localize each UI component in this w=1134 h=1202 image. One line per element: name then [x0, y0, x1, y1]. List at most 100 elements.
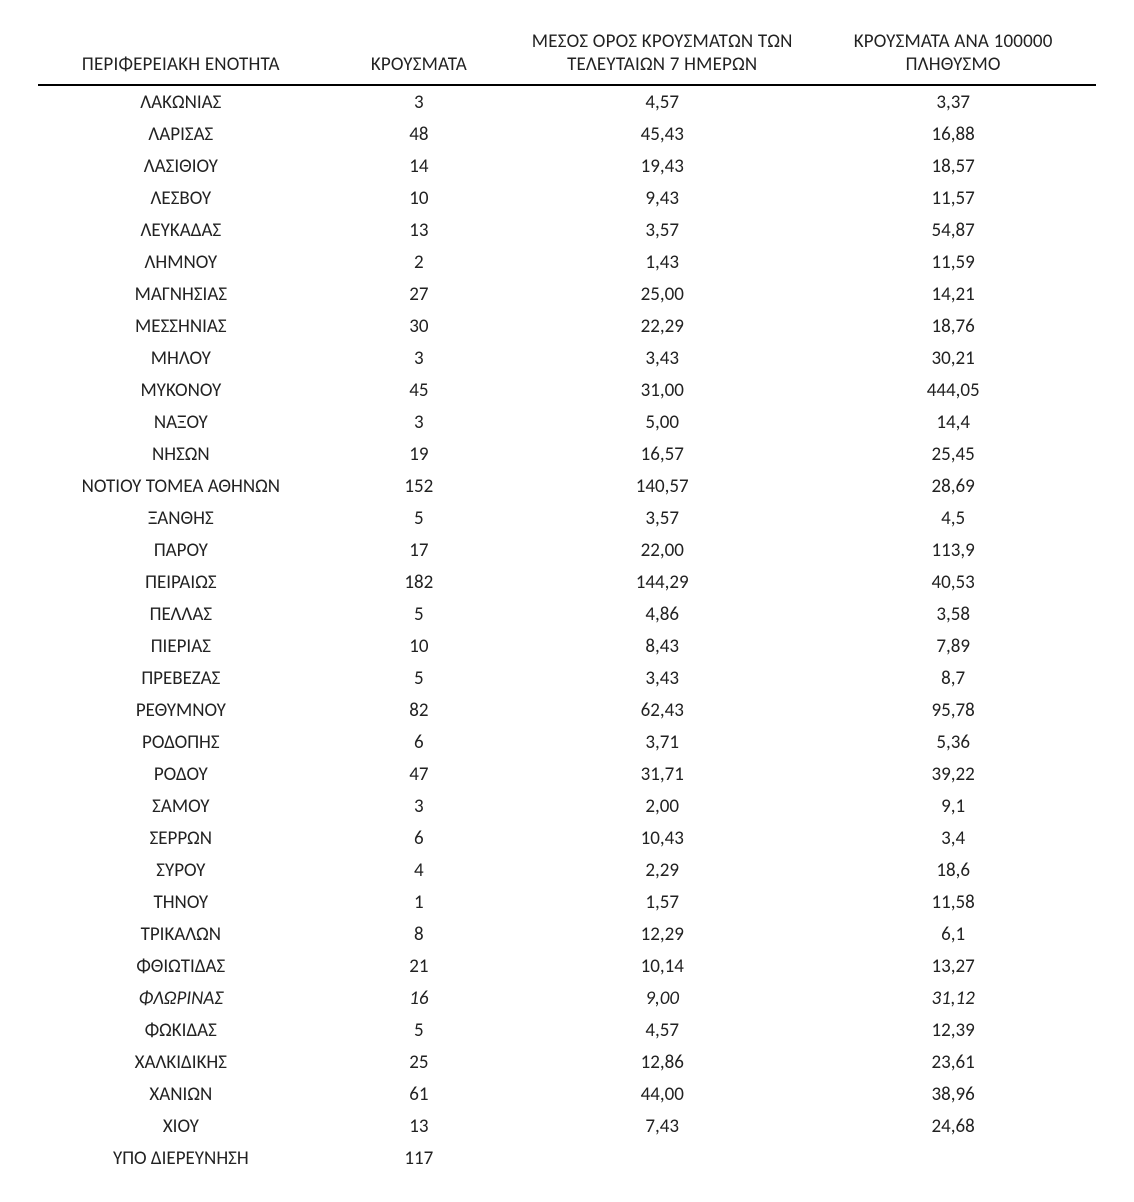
- table-row: ΦΘΙΩΤΙΔΑΣ2110,1413,27: [38, 950, 1096, 982]
- table-row: ΝΑΞΟΥ35,0014,4: [38, 406, 1096, 438]
- cell-region: ΞΑΝΘΗΣ: [38, 502, 324, 534]
- cell-avg7: 31,71: [514, 758, 810, 790]
- cell-per100k: 38,96: [810, 1078, 1096, 1110]
- cases-table: ΠΕΡΙΦΕΡΕΙΑΚΗ ΕΝΟΤΗΤΑ ΚΡΟΥΣΜΑΤΑ ΜΕΣΟΣ ΟΡΟ…: [38, 28, 1096, 1174]
- cell-cases: 3: [324, 85, 514, 118]
- cell-cases: 25: [324, 1046, 514, 1078]
- cell-region: ΣΕΡΡΩΝ: [38, 822, 324, 854]
- cell-region: ΝΑΞΟΥ: [38, 406, 324, 438]
- table-body: ΛΑΚΩΝΙΑΣ34,573,37ΛΑΡΙΣΑΣ4845,4316,88ΛΑΣΙ…: [38, 85, 1096, 1174]
- cell-cases: 5: [324, 662, 514, 694]
- table-header: ΠΕΡΙΦΕΡΕΙΑΚΗ ΕΝΟΤΗΤΑ ΚΡΟΥΣΜΑΤΑ ΜΕΣΟΣ ΟΡΟ…: [38, 28, 1096, 85]
- cell-cases: 117: [324, 1142, 514, 1174]
- table-row: ΡΟΔΟΠΗΣ63,715,36: [38, 726, 1096, 758]
- cell-region: ΤΗΝΟΥ: [38, 886, 324, 918]
- cell-cases: 182: [324, 566, 514, 598]
- cell-per100k: 4,5: [810, 502, 1096, 534]
- cell-cases: 3: [324, 790, 514, 822]
- cell-per100k: 95,78: [810, 694, 1096, 726]
- cell-cases: 5: [324, 1014, 514, 1046]
- table-row: ΥΠΟ ΔΙΕΡΕΥΝΗΣΗ117: [38, 1142, 1096, 1174]
- cell-region: ΧΑΝΙΩΝ: [38, 1078, 324, 1110]
- cell-region: ΛΑΚΩΝΙΑΣ: [38, 85, 324, 118]
- cell-cases: 3: [324, 342, 514, 374]
- table-row: ΠΑΡΟΥ1722,00113,9: [38, 534, 1096, 566]
- cell-cases: 30: [324, 310, 514, 342]
- cell-per100k: 5,36: [810, 726, 1096, 758]
- col-header-region: ΠΕΡΙΦΕΡΕΙΑΚΗ ΕΝΟΤΗΤΑ: [38, 28, 324, 85]
- table-row: ΧΙΟΥ137,4324,68: [38, 1110, 1096, 1142]
- cell-cases: 45: [324, 374, 514, 406]
- cell-per100k: 9,1: [810, 790, 1096, 822]
- cell-region: ΛΕΥΚΑΔΑΣ: [38, 214, 324, 246]
- cell-region: ΦΘΙΩΤΙΔΑΣ: [38, 950, 324, 982]
- cell-per100k: 18,57: [810, 150, 1096, 182]
- cell-region: ΜΗΛΟΥ: [38, 342, 324, 374]
- cell-cases: 4: [324, 854, 514, 886]
- col-header-cases: ΚΡΟΥΣΜΑΤΑ: [324, 28, 514, 85]
- cell-avg7: 12,86: [514, 1046, 810, 1078]
- cell-region: ΜΕΣΣΗΝΙΑΣ: [38, 310, 324, 342]
- cell-avg7: 22,29: [514, 310, 810, 342]
- cell-region: ΣΑΜΟΥ: [38, 790, 324, 822]
- cell-region: ΛΕΣΒΟΥ: [38, 182, 324, 214]
- table-row: ΠΙΕΡΙΑΣ108,437,89: [38, 630, 1096, 662]
- table-row: ΠΕΛΛΑΣ54,863,58: [38, 598, 1096, 630]
- cell-per100k: 3,37: [810, 85, 1096, 118]
- cell-per100k: 14,4: [810, 406, 1096, 438]
- cell-region: ΜΑΓΝΗΣΙΑΣ: [38, 278, 324, 310]
- cell-avg7: 3,43: [514, 342, 810, 374]
- cell-region: ΠΑΡΟΥ: [38, 534, 324, 566]
- table-row: ΧΑΝΙΩΝ6144,0038,96: [38, 1078, 1096, 1110]
- cell-avg7: 12,29: [514, 918, 810, 950]
- cell-avg7: 9,43: [514, 182, 810, 214]
- cell-region: ΡΕΘΥΜΝΟΥ: [38, 694, 324, 726]
- cell-region: ΠΕΙΡΑΙΩΣ: [38, 566, 324, 598]
- table-row: ΤΡΙΚΑΛΩΝ812,296,1: [38, 918, 1096, 950]
- cell-per100k: 18,76: [810, 310, 1096, 342]
- cell-region: ΣΥΡΟΥ: [38, 854, 324, 886]
- table-row: ΤΗΝΟΥ11,5711,58: [38, 886, 1096, 918]
- cell-per100k: 31,12: [810, 982, 1096, 1014]
- cell-per100k: 28,69: [810, 470, 1096, 502]
- cell-region: ΠΙΕΡΙΑΣ: [38, 630, 324, 662]
- cell-region: ΧΙΟΥ: [38, 1110, 324, 1142]
- cell-avg7: 4,86: [514, 598, 810, 630]
- table-row: ΡΕΘΥΜΝΟΥ8262,4395,78: [38, 694, 1096, 726]
- cell-per100k: 6,1: [810, 918, 1096, 950]
- cell-avg7: 31,00: [514, 374, 810, 406]
- cell-region: ΡΟΔΟΠΗΣ: [38, 726, 324, 758]
- table-row: ΝΟΤΙΟΥ ΤΟΜΕΑ ΑΘΗΝΩΝ152140,5728,69: [38, 470, 1096, 502]
- cell-region: ΛΑΣΙΘΙΟΥ: [38, 150, 324, 182]
- cell-avg7: 45,43: [514, 118, 810, 150]
- cell-per100k: 16,88: [810, 118, 1096, 150]
- table-row: ΣΕΡΡΩΝ610,433,4: [38, 822, 1096, 854]
- cell-region: ΛΑΡΙΣΑΣ: [38, 118, 324, 150]
- cell-avg7: 44,00: [514, 1078, 810, 1110]
- table-row: ΛΑΚΩΝΙΑΣ34,573,37: [38, 85, 1096, 118]
- table-row: ΠΡΕΒΕΖΑΣ53,438,7: [38, 662, 1096, 694]
- cell-cases: 82: [324, 694, 514, 726]
- cell-avg7: 62,43: [514, 694, 810, 726]
- cell-per100k: 8,7: [810, 662, 1096, 694]
- table-row: ΞΑΝΘΗΣ53,574,5: [38, 502, 1096, 534]
- table-row: ΛΕΣΒΟΥ109,4311,57: [38, 182, 1096, 214]
- table-row: ΜΑΓΝΗΣΙΑΣ2725,0014,21: [38, 278, 1096, 310]
- table-row: ΠΕΙΡΑΙΩΣ182144,2940,53: [38, 566, 1096, 598]
- cell-avg7: 3,57: [514, 214, 810, 246]
- cell-avg7: [514, 1142, 810, 1174]
- table-row: ΝΗΣΩΝ1916,5725,45: [38, 438, 1096, 470]
- table-row: ΛΗΜΝΟΥ21,4311,59: [38, 246, 1096, 278]
- col-header-avg7: ΜΕΣΟΣ ΟΡΟΣ ΚΡΟΥΣΜΑΤΩΝ ΤΩΝ ΤΕΛΕΥΤΑΙΩΝ 7 Η…: [514, 28, 810, 85]
- table-row: ΜΥΚΟΝΟΥ4531,00444,05: [38, 374, 1096, 406]
- cell-cases: 14: [324, 150, 514, 182]
- cell-per100k: 23,61: [810, 1046, 1096, 1078]
- cell-per100k: 3,58: [810, 598, 1096, 630]
- cell-region: ΦΛΩΡΙΝΑΣ: [38, 982, 324, 1014]
- cell-avg7: 25,00: [514, 278, 810, 310]
- cell-region: ΤΡΙΚΑΛΩΝ: [38, 918, 324, 950]
- cell-per100k: 11,58: [810, 886, 1096, 918]
- cell-cases: 5: [324, 598, 514, 630]
- cell-per100k: 54,87: [810, 214, 1096, 246]
- cell-avg7: 1,43: [514, 246, 810, 278]
